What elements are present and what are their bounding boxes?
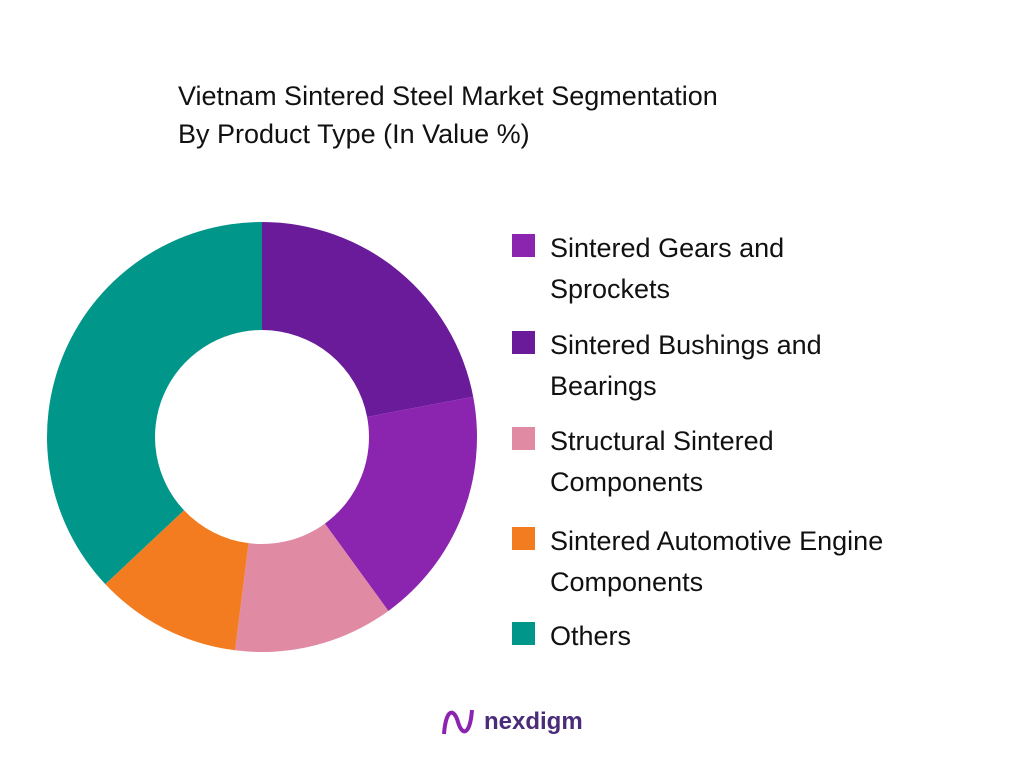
brand-logo (442, 709, 474, 735)
legend-item: Others (512, 616, 850, 657)
legend-item: Structural Sintered Components (512, 421, 850, 503)
legend-label: Others (550, 621, 632, 651)
legend-label: Sintered Automotive Engine Components (550, 526, 884, 597)
legend-label: Sintered Bushings and Bearings (550, 330, 822, 401)
donut-slice (46, 222, 263, 585)
chart-subtitle: By Product Type (In Value %) (178, 119, 530, 149)
donut-slice (324, 396, 477, 611)
legend-label: Sintered Gears and Sprockets (550, 233, 785, 304)
legend-swatch (512, 331, 535, 354)
brand: nexdigm (440, 704, 583, 740)
legend-item: Sintered Bushings and Bearings (512, 325, 900, 407)
donut-slice (262, 222, 474, 417)
legend-swatch (512, 622, 535, 645)
legend-swatch (512, 427, 535, 450)
legend-item: Sintered Automotive Engine Components (512, 521, 990, 603)
brand-name: nexdigm (484, 708, 583, 735)
legend-label: Structural Sintered Components (550, 426, 774, 497)
donut-slice (235, 523, 389, 652)
legend-swatch (512, 234, 535, 257)
title-block: Vietnam Sintered Steel Market Segmentati… (178, 77, 718, 153)
donut-slice (105, 510, 249, 651)
legend-item: Sintered Gears and Sprockets (512, 228, 850, 310)
legend-swatch (512, 527, 535, 550)
chart-title: Vietnam Sintered Steel Market Segmentati… (178, 81, 718, 111)
